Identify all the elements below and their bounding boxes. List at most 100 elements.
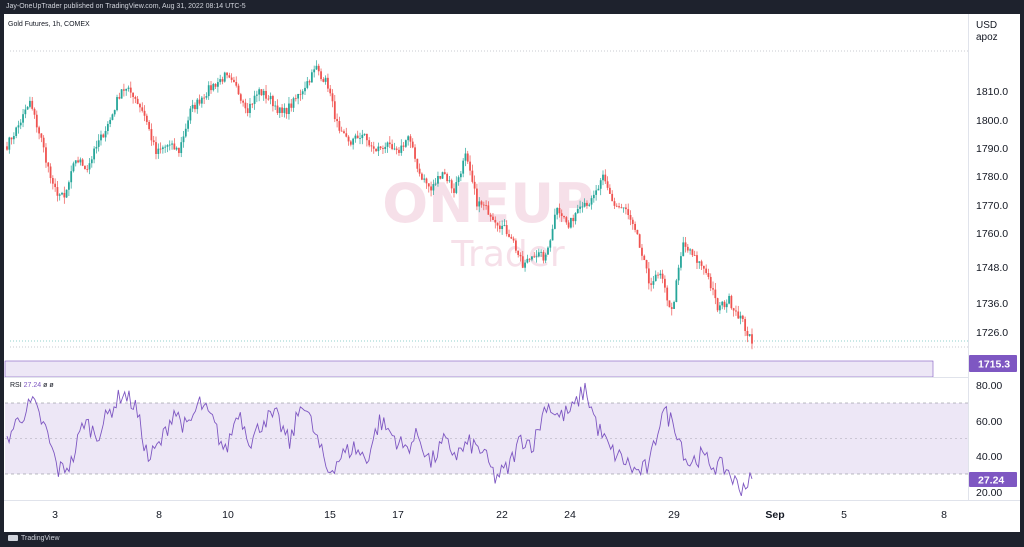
tradingview-logo[interactable]: TradingView (8, 535, 60, 542)
candle-body (432, 184, 435, 191)
rsi-legend[interactable]: RSI 27.24 ø ø (10, 382, 54, 389)
candle-body (455, 182, 458, 193)
candle-body (599, 180, 602, 189)
candle-body (285, 107, 288, 115)
price-tick: 1800.0 (976, 115, 1008, 127)
candle-body (492, 216, 494, 220)
candle-body (581, 206, 584, 208)
candle-body (77, 160, 79, 163)
candle-body (22, 114, 24, 123)
candle-body (365, 133, 368, 141)
candle-body (343, 131, 345, 134)
candle-body (388, 142, 391, 145)
candle-body (198, 99, 201, 104)
candle-body (398, 149, 400, 153)
candle-body (8, 137, 11, 150)
candle-body (636, 229, 639, 235)
candle-body (276, 105, 279, 114)
rsi-axis[interactable]: 80.00 60.00 40.00 20.00 (976, 380, 1002, 499)
price-tick: 1780.0 (976, 171, 1008, 183)
candle-body (320, 71, 322, 80)
candle-body (113, 110, 116, 115)
candle-body (61, 192, 63, 195)
candle-body (95, 146, 98, 149)
candlestick-series (6, 60, 753, 350)
watermark-brand: ONEUP (382, 172, 593, 235)
candle-body (292, 98, 295, 108)
candle-body (592, 194, 595, 199)
candle-body (462, 160, 465, 174)
candle-body (56, 187, 59, 196)
candle-body (482, 204, 485, 206)
candle-body (336, 119, 338, 122)
candle-body (643, 255, 646, 261)
candle-body (652, 281, 655, 285)
price-axis[interactable]: 1810.0 1800.0 1790.0 1780.0 1770.0 1760.… (976, 86, 1008, 339)
candle-body (278, 107, 281, 114)
candle-body (40, 133, 43, 138)
candle-body (63, 192, 66, 198)
publisher-line: Jay-OneUpTrader published on TradingView… (6, 3, 246, 10)
time-tick: 8 (941, 509, 947, 521)
candle-body (485, 205, 487, 207)
candle-body (88, 163, 91, 170)
candle-body (58, 194, 61, 196)
candle-body (524, 262, 526, 268)
candle-body (620, 207, 623, 209)
candle-body (604, 174, 607, 182)
candle-body (352, 138, 355, 145)
rsi-tick: 80.00 (976, 380, 1002, 392)
candle-body (382, 148, 384, 150)
candle-body (712, 288, 714, 290)
candle-body (476, 188, 478, 207)
candle-body (253, 95, 256, 104)
currency-label[interactable]: USD apoz (976, 20, 998, 44)
candle-body (230, 77, 233, 80)
candle-body (159, 148, 162, 150)
price-tick: 1748.0 (976, 262, 1008, 274)
candle-body (501, 225, 504, 229)
candle-body (510, 236, 513, 239)
candle-body (49, 166, 52, 179)
price-tick: 1760.0 (976, 228, 1008, 240)
candle-body (622, 207, 625, 209)
candle-body (157, 148, 160, 154)
candle-body (166, 145, 169, 147)
candle-body (464, 153, 467, 161)
candle-body (675, 280, 678, 303)
candle-body (237, 85, 240, 95)
candle-body (164, 146, 167, 148)
candle-body (404, 140, 407, 147)
candle-body (528, 258, 531, 260)
candle-body (132, 92, 134, 98)
candle-body (563, 215, 565, 218)
price-tick: 1790.0 (976, 143, 1008, 155)
price-tick: 1810.0 (976, 86, 1008, 98)
tradingview-brand: TradingView (21, 535, 60, 542)
candle-body (226, 72, 228, 76)
candle-body (659, 273, 662, 276)
candle-body (503, 225, 506, 226)
candle-body (54, 183, 57, 188)
price-tick: 1726.0 (976, 327, 1008, 339)
candle-body (535, 256, 538, 258)
candle-body (677, 267, 680, 281)
candle-body (301, 91, 304, 95)
candle-body (304, 87, 306, 92)
candle-body (425, 178, 428, 184)
candle-body (136, 98, 139, 105)
candle-body (560, 213, 563, 216)
candle-body (42, 137, 45, 148)
candle-body (400, 145, 403, 153)
candle-body (377, 146, 380, 152)
candle-body (602, 174, 604, 181)
symbol-legend[interactable]: Gold Futures, 1h, COMEX (8, 21, 90, 28)
candle-body (262, 90, 265, 96)
candle-body (35, 114, 38, 128)
time-tick: 17 (392, 509, 404, 521)
candle-body (434, 183, 437, 185)
rsi-legend-extra: ø ø (43, 382, 54, 389)
time-axis[interactable]: 3 8 10 15 17 22 24 29 Sep 5 8 (52, 509, 947, 521)
candle-body (100, 134, 102, 141)
